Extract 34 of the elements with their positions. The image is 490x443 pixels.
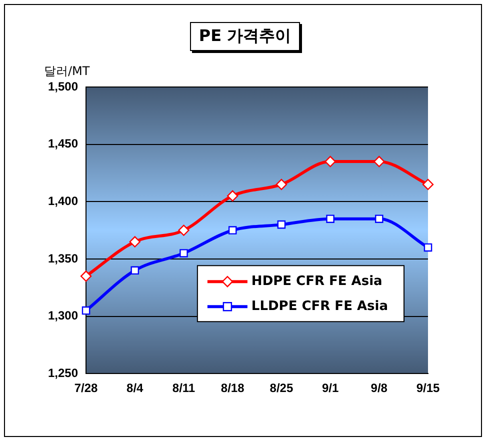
y-tick-label: 1,450 xyxy=(48,136,78,151)
point xyxy=(324,156,336,168)
y-tick-label: 1,250 xyxy=(48,366,78,380)
y-axis-title: 달러/MT xyxy=(44,63,90,80)
y-tick-label: 1,500 xyxy=(48,79,78,94)
point xyxy=(422,178,434,190)
point xyxy=(276,178,288,190)
point xyxy=(82,306,90,315)
x-tick-label: 8/11 xyxy=(172,381,196,396)
y-tick-label: 1,300 xyxy=(48,308,78,323)
point xyxy=(129,236,140,248)
x-tick-label: 8/4 xyxy=(126,381,144,396)
y-tick-label: 1,350 xyxy=(48,251,78,266)
point xyxy=(277,220,286,229)
y-tick-label: 1,400 xyxy=(48,194,78,208)
x-tick-label: 8/25 xyxy=(270,381,294,396)
x-tick-label: 9/1 xyxy=(322,381,339,396)
point xyxy=(178,224,190,236)
legend-label: HDPE CFR FE Asia xyxy=(251,274,382,289)
point xyxy=(326,214,334,223)
point xyxy=(374,156,385,168)
x-tick-label: 9/8 xyxy=(370,381,388,396)
point xyxy=(130,266,140,275)
point xyxy=(424,243,432,252)
point xyxy=(226,190,238,202)
point xyxy=(228,226,237,234)
point xyxy=(180,249,188,258)
legend-label: LLDPE CFR FE Asia xyxy=(251,298,388,314)
x-tick-label: 7/28 xyxy=(74,381,98,396)
chart-title: PE 가격추이 xyxy=(190,22,300,51)
point xyxy=(80,270,92,282)
point xyxy=(375,214,384,223)
x-tick-label: 9/15 xyxy=(416,381,440,396)
x-tick-label: 8/18 xyxy=(220,381,245,396)
